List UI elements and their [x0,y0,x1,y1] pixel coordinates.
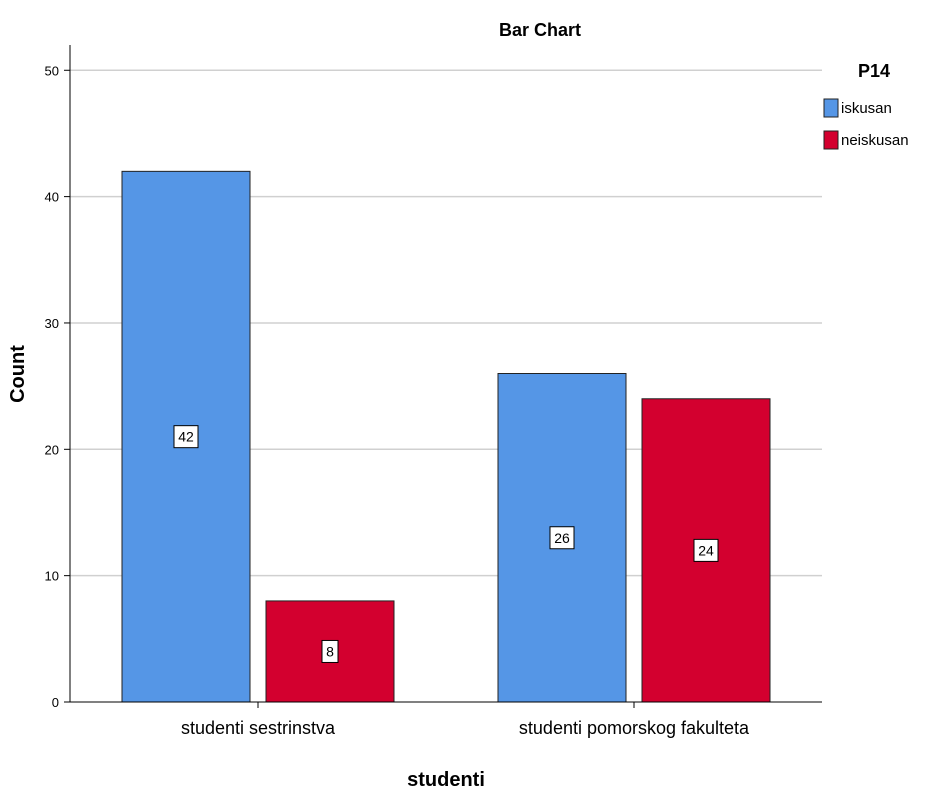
x-ticks: studenti sestrinstva studenti pomorskog f… [181,702,750,738]
data-label-neiskusan-1: 24 [698,542,714,558]
x-tick-label-1: studenti pomorskog fakulteta [519,718,750,738]
y-tick-label-50: 50 [45,63,59,78]
data-label-box-iskusan-1 [549,526,575,550]
y-tick-label-10: 10 [45,569,59,584]
chart-title: Bar Chart [499,20,581,40]
y-ticks: 0 10 20 30 40 50 [45,63,70,710]
data-label-iskusan-1: 26 [554,530,570,546]
y-axis-title: Count [7,345,29,403]
legend-label-neiskusan: neiskusan [841,132,909,149]
legend-label-iskusan: iskusan [841,100,892,117]
legend: P14 iskusan neiskusan [823,61,909,150]
data-label-iskusan-0: 42 [178,429,194,445]
data-label-box-neiskusan-0 [321,639,339,663]
x-axis-title: studenti [407,769,485,791]
data-label-neiskusan-0: 8 [326,643,334,659]
y-tick-label-30: 30 [45,316,59,331]
data-label-box-neiskusan-1 [693,538,719,562]
x-tick-label-0: studenti sestrinstva [181,718,336,738]
legend-title: P14 [858,61,890,81]
bars [121,170,771,703]
data-labels: 42 8 26 24 [173,425,719,663]
y-tick-label-0: 0 [52,695,59,710]
legend-swatch-neiskusan [823,130,839,150]
legend-swatch-iskusan [823,98,839,118]
y-tick-label-40: 40 [45,190,59,205]
data-label-box-iskusan-0 [173,425,199,449]
y-tick-label-20: 20 [45,442,59,457]
